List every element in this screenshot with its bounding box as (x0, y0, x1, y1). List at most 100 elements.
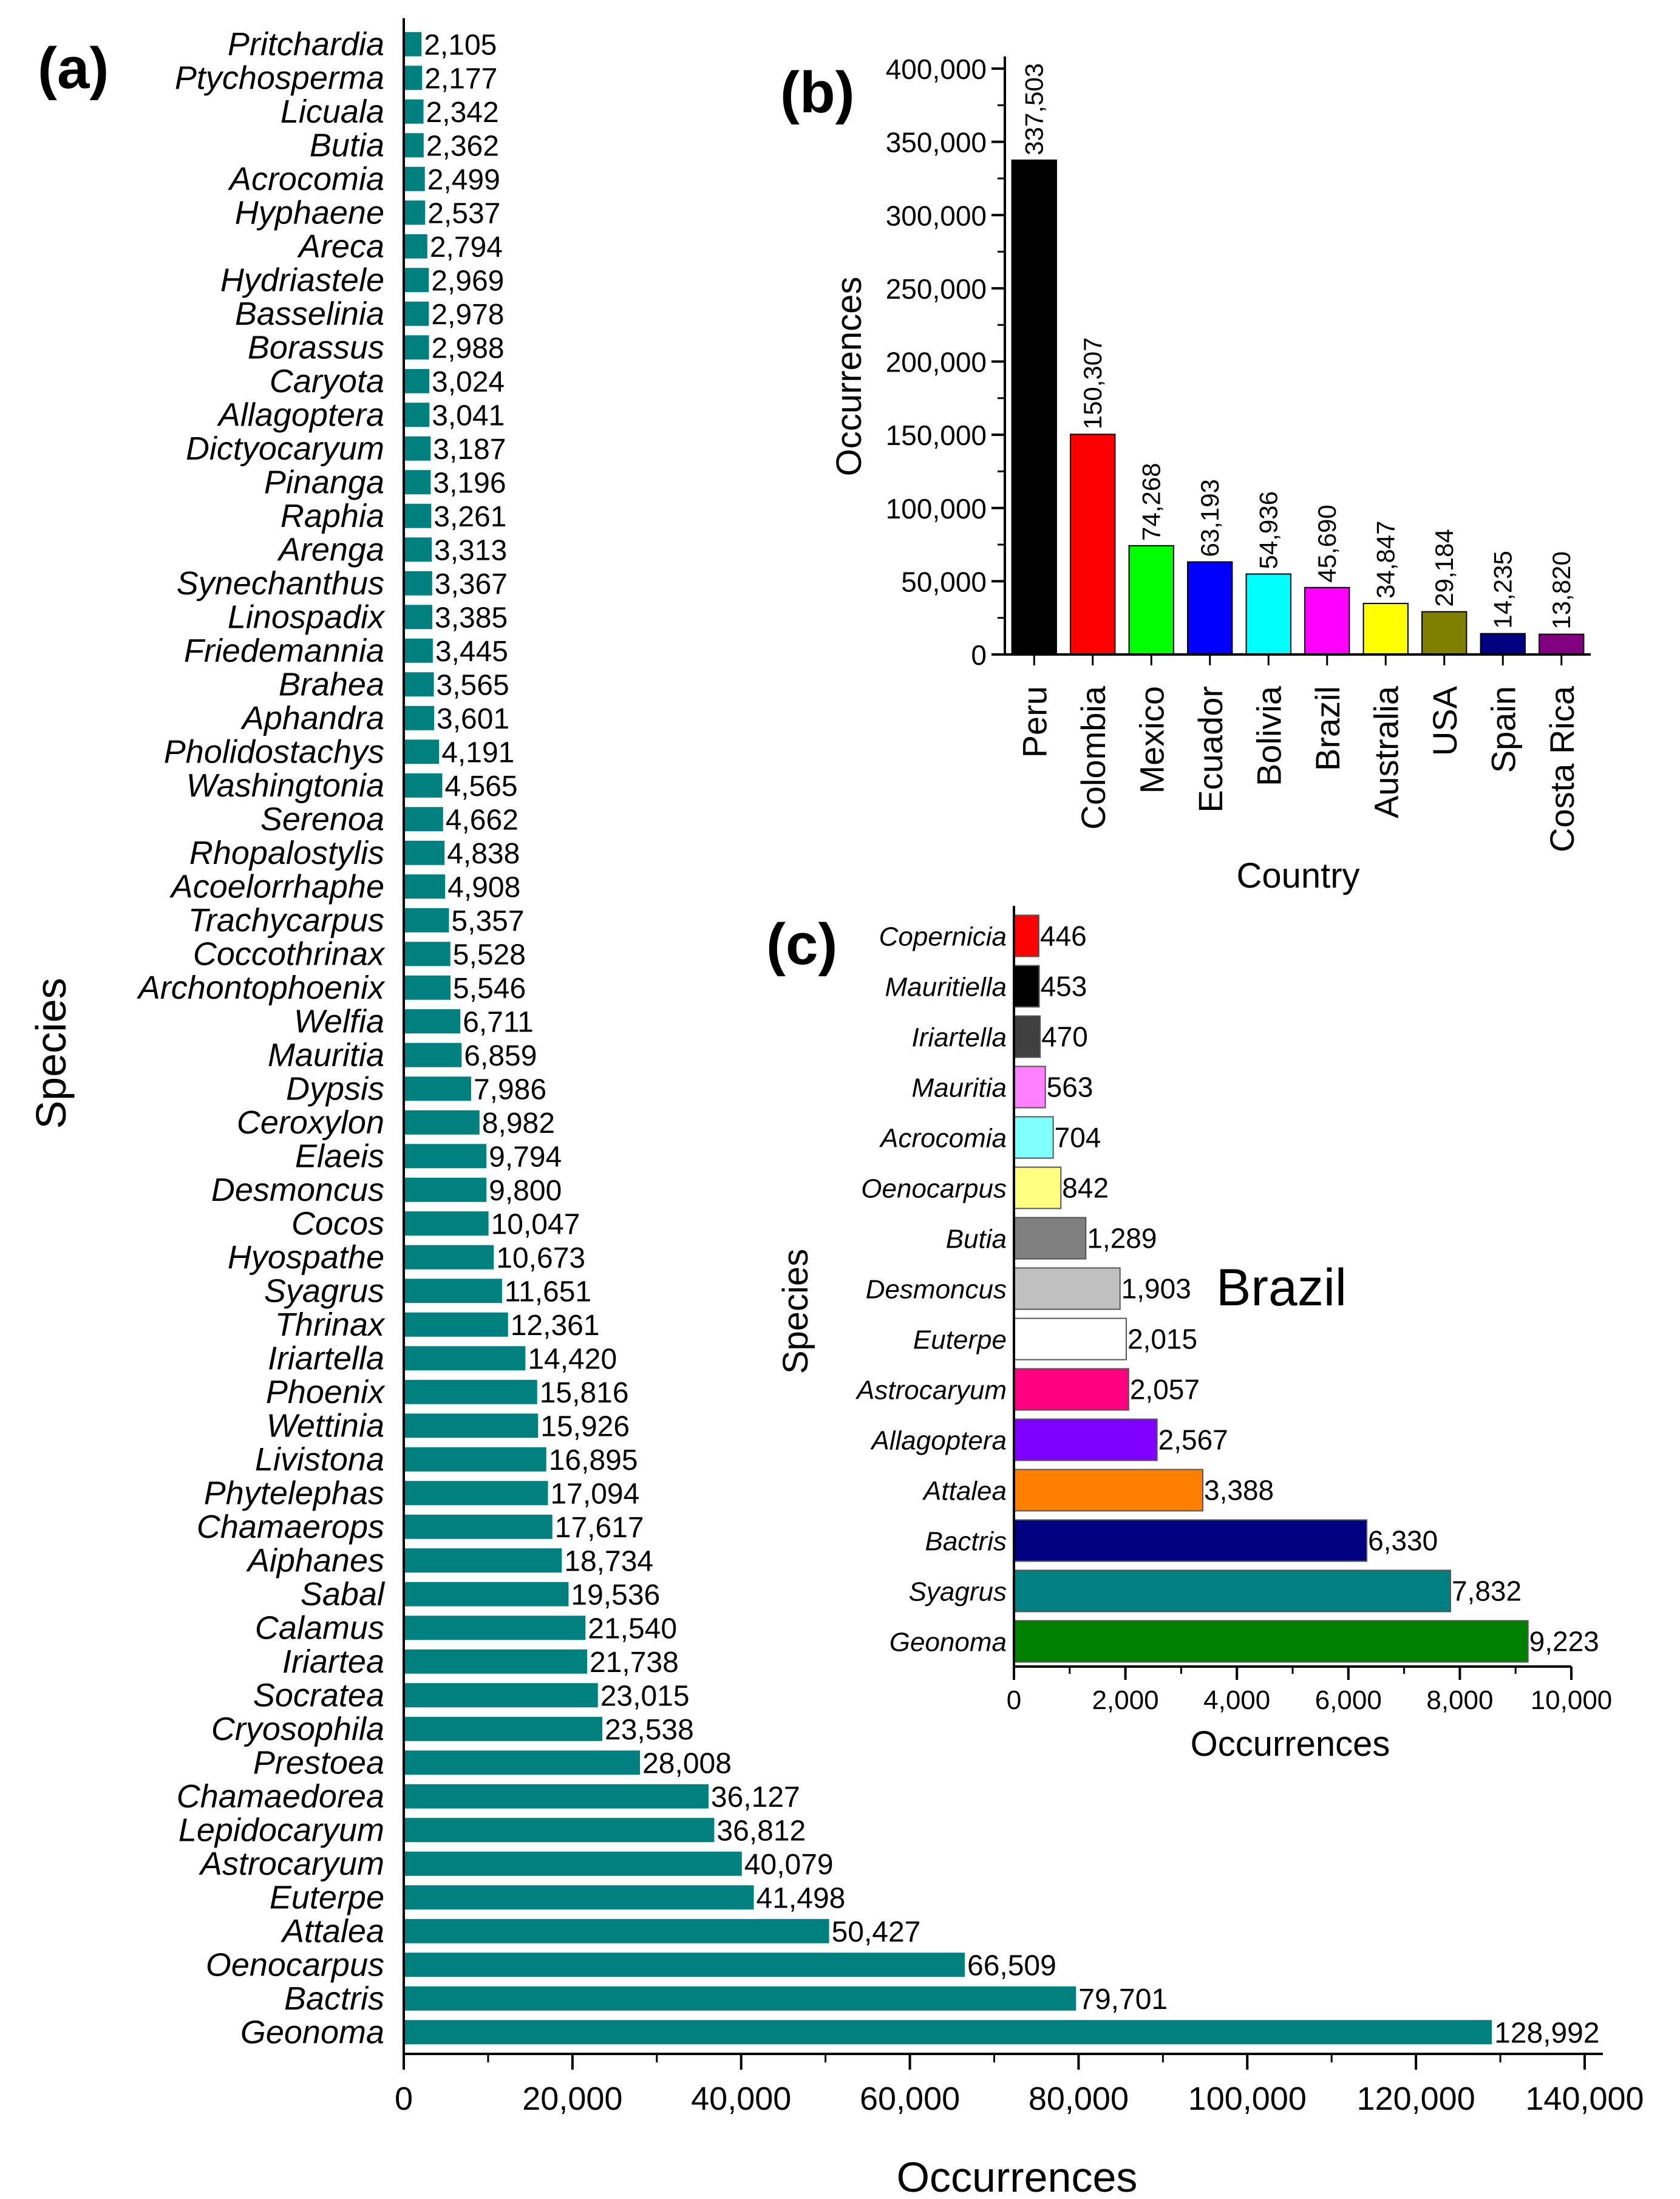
bar-costa-rica (1539, 633, 1585, 656)
bar-pinanga (404, 470, 431, 495)
value-label-attalea: 3,388 (1204, 1475, 1274, 1506)
bar-oenocarpus (1013, 1166, 1062, 1209)
value-label-acrocomia: 2,499 (427, 164, 500, 196)
bar-mauritia (1013, 1066, 1046, 1109)
category-label-attalea: Attalea (922, 1477, 1007, 1506)
value-label-bolivia: 54,936 (1254, 491, 1282, 569)
value-label-rhopalostylis: 4,838 (447, 838, 520, 870)
value-label-dictyocaryum: 3,187 (433, 433, 506, 466)
y-tick-label-400000: 400,000 (886, 53, 987, 85)
category-label-allagoptera: Allagoptera (869, 1426, 1007, 1456)
value-label-ceroxylon: 8,982 (482, 1107, 555, 1140)
bar-trachycarpus (404, 908, 449, 933)
panel-c-letter: (c) (766, 912, 837, 977)
bar-colombia (1070, 433, 1116, 655)
value-label-australia: 34,847 (1371, 520, 1399, 598)
bar-caryota (404, 369, 430, 393)
value-label-spain: 14,235 (1488, 551, 1517, 628)
value-label-copernicia: 446 (1040, 920, 1087, 952)
y-tick-label-300000: 300,000 (886, 200, 987, 231)
category-label-caryota: Caryota (270, 363, 384, 399)
value-label-ptychosperma: 2,177 (424, 63, 497, 95)
value-label-bactris: 6,330 (1368, 1525, 1438, 1557)
category-label-wettinia: Wettinia (267, 1407, 384, 1444)
bar-phytelephas (404, 1481, 548, 1506)
x-tick-label-20000: 20,000 (522, 2081, 622, 2117)
value-label-desmoncus: 1,903 (1121, 1273, 1191, 1305)
category-label-mauritia: Mauritia (912, 1073, 1007, 1103)
value-label-mexico: 74,268 (1137, 463, 1165, 540)
bar-peru (1011, 159, 1057, 656)
value-label-borassus: 2,988 (432, 332, 505, 364)
bar-coccothrinax (404, 942, 451, 967)
bar-dictyocaryum (404, 436, 431, 461)
category-label-euterpe: Euterpe (270, 1879, 384, 1915)
bar-butia (404, 133, 424, 158)
category-label-synechanthus: Synechanthus (177, 565, 384, 602)
bar-friedemannia (404, 638, 433, 663)
bar-aiphanes (404, 1548, 562, 1573)
panel-a-x-axis-label: Occurrences (897, 2153, 1138, 2199)
value-label-phytelephas: 17,094 (550, 1478, 639, 1510)
bar-synechanthus (404, 571, 432, 596)
panel-b-y-axis-label: Occurrences (829, 277, 869, 477)
category-label-rhopalostylis: Rhopalostylis (189, 835, 384, 871)
bar-ceroxylon (404, 1110, 480, 1135)
category-label-calamus: Calamus (255, 1609, 384, 1646)
bar-astrocaryum (1013, 1368, 1129, 1411)
bar-linospadix (404, 605, 433, 630)
value-label-raphia: 3,261 (434, 501, 506, 533)
x-tick-label-10000: 10,000 (1531, 1685, 1613, 1715)
category-label-dictyocaryum: Dictyocaryum (186, 430, 384, 467)
category-label-washingtonia: Washingtonia (186, 767, 384, 804)
value-label-mauritiella: 453 (1041, 971, 1087, 1002)
value-label-iriartella: 470 (1041, 1021, 1088, 1053)
value-label-livistona: 16,895 (549, 1444, 638, 1477)
bar-areca (404, 234, 427, 259)
value-label-butia: 2,362 (426, 130, 499, 162)
value-label-archontophoenix: 5,546 (453, 973, 526, 1005)
bar-rhopalostylis (404, 840, 445, 865)
category-label-mexico: Mexico (1132, 686, 1171, 794)
value-label-thrinax: 12,361 (511, 1310, 600, 1342)
x-tick-label-120000: 120,000 (1357, 2081, 1475, 2117)
value-label-chamaerops: 17,617 (555, 1512, 644, 1544)
x-tick-label-2000: 2,000 (1092, 1685, 1159, 1715)
value-label-ecuador: 63,193 (1195, 479, 1224, 557)
category-label-aiphanes: Aiphanes (246, 1542, 384, 1579)
category-label-astrocaryum: Astrocaryum (199, 1846, 384, 1882)
x-tick-label-140000: 140,000 (1525, 2081, 1644, 2117)
bar-iriartella (404, 1346, 526, 1371)
category-label-euterpe: Euterpe (913, 1325, 1007, 1355)
category-label-mauritia: Mauritia (268, 1037, 384, 1073)
panel-c-bars: Copernicia 446 Mauritiella 453 Iriartella 470… (855, 914, 1599, 1663)
bar-prestoea (404, 1750, 641, 1775)
category-label-brahea: Brahea (279, 666, 384, 702)
category-label-usa: USA (1426, 685, 1464, 756)
bar-attalea (1013, 1469, 1204, 1512)
category-label-aphandra: Aphandra (240, 700, 384, 736)
value-label-washingtonia: 4,565 (444, 770, 517, 803)
category-label-areca: Areca (297, 228, 384, 265)
category-label-thrinax: Thrinax (275, 1307, 386, 1343)
category-label-phytelephas: Phytelephas (204, 1475, 384, 1511)
value-label-sabal: 19,536 (571, 1579, 660, 1611)
bar-euterpe (404, 1885, 754, 1910)
category-label-oenocarpus: Oenocarpus (206, 1946, 384, 1983)
category-label-linospadix: Linospadix (228, 599, 386, 635)
value-label-oenocarpus: 66,509 (967, 1949, 1056, 1982)
bar-desmoncus (404, 1177, 487, 1202)
value-label-euterpe: 2,015 (1127, 1324, 1197, 1355)
category-label-elaeis: Elaeis (295, 1138, 384, 1174)
bar-dypsis (404, 1076, 471, 1101)
value-label-chamaedorea: 36,127 (711, 1781, 800, 1813)
panel-a-x-axis: 0 20,000 40,000 60,000 80,000 100,000 120,000 1… (395, 18, 1644, 2117)
category-label-raphia: Raphia (281, 498, 384, 534)
value-label-cryosophila: 23,538 (605, 1714, 694, 1746)
category-label-acrocomia: Acrocomia (228, 161, 384, 197)
bar-butia (1013, 1217, 1087, 1260)
x-tick-label-4000: 4,000 (1203, 1685, 1270, 1715)
panel-a-y-axis-label: Species (27, 977, 75, 1129)
value-label-peru: 337,503 (1019, 63, 1048, 155)
